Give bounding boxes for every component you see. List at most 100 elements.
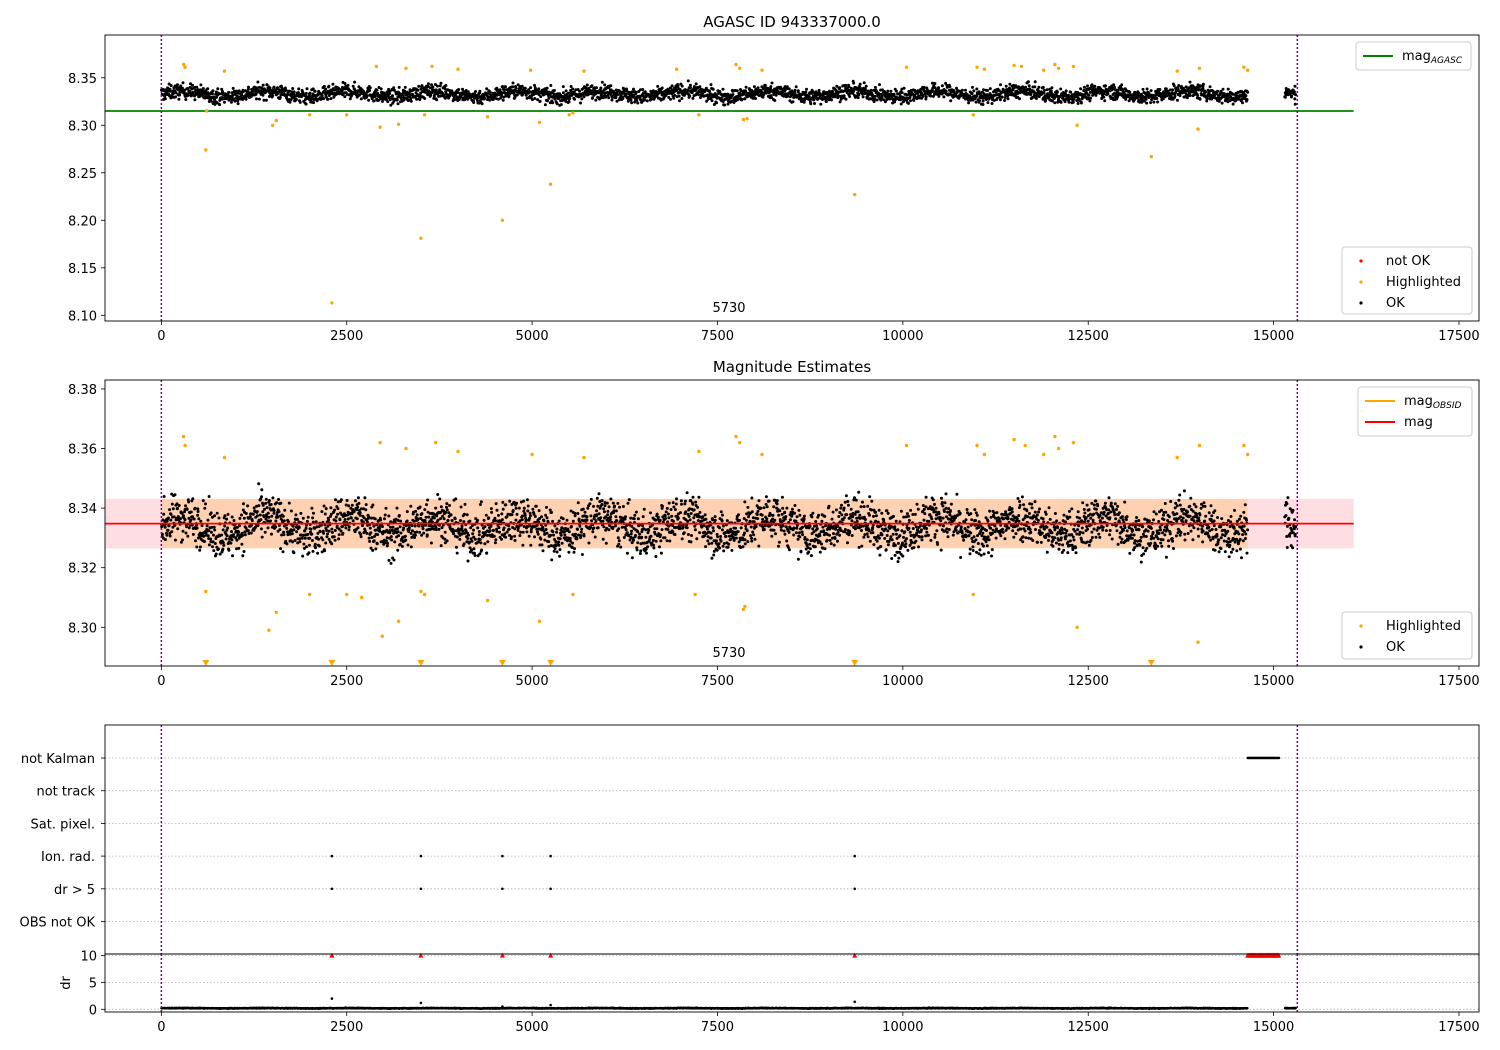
ok-point [1003, 96, 1007, 99]
ok-point [654, 539, 658, 543]
ok-point [479, 541, 483, 545]
ok-point [222, 543, 226, 547]
ok-point [453, 98, 457, 101]
ok-point [335, 524, 339, 528]
ok-point [400, 544, 404, 548]
ok-point [378, 527, 381, 531]
ok-point [672, 519, 675, 523]
ok-point [646, 545, 650, 549]
ok-point [434, 88, 438, 92]
ok-point [501, 500, 505, 504]
ok-point [263, 530, 267, 534]
ok-point [212, 549, 216, 553]
ok-point [410, 529, 414, 533]
ok-point [269, 503, 273, 506]
ok-point [683, 502, 687, 506]
ok-point [188, 89, 192, 93]
ok-point [343, 82, 347, 85]
ok-point [209, 511, 213, 515]
ok-point [341, 531, 345, 535]
ok-point [508, 499, 512, 503]
ok-point [751, 96, 755, 100]
ok-point [609, 84, 613, 88]
ok-point [220, 533, 224, 537]
ok-point [1069, 90, 1073, 94]
ok-point [523, 514, 527, 517]
ok-point [254, 92, 258, 96]
ok-point [680, 537, 684, 541]
ok-point [406, 543, 410, 547]
ok-point [387, 514, 391, 518]
ok-point [364, 503, 368, 507]
ok-point [632, 538, 635, 542]
ok-point [606, 90, 609, 94]
ok-point [379, 87, 383, 91]
ok-point [786, 94, 790, 98]
legend-label: Highlighted [1386, 275, 1461, 290]
ok-point [229, 100, 233, 104]
ok-point [520, 518, 524, 522]
ok-point [645, 551, 648, 555]
ok-point [537, 93, 541, 97]
highlighted-point [1149, 154, 1154, 159]
ok-point [669, 508, 673, 511]
ok-point [162, 512, 166, 516]
ok-point [371, 548, 375, 552]
ok-point [1033, 85, 1037, 89]
ok-point [433, 92, 437, 96]
ok-point [693, 528, 697, 532]
ok-point [478, 538, 482, 542]
highlighted-point [1075, 123, 1079, 128]
ok-point [696, 505, 700, 509]
ok-point [223, 524, 227, 528]
ok-point [595, 496, 599, 500]
y-tick-label: 8.10 [68, 309, 97, 324]
ok-point [1290, 94, 1294, 98]
ok-point [381, 525, 384, 528]
ok-point [634, 533, 637, 537]
ok-point [359, 97, 363, 101]
ok-point [634, 510, 638, 514]
ok-point [912, 98, 916, 102]
ok-point [1152, 100, 1156, 104]
ok-point [924, 95, 928, 99]
ok-point [617, 542, 621, 546]
ok-point [363, 496, 367, 500]
ok-point [315, 99, 319, 103]
ok-point [1171, 88, 1175, 92]
ok-point [804, 90, 808, 94]
ok-point [738, 91, 742, 95]
ok-point [894, 89, 898, 93]
ok-point [577, 517, 581, 521]
ok-point [462, 542, 466, 546]
ok-point [1076, 102, 1080, 105]
ok-point [165, 533, 169, 537]
ok-point [597, 512, 601, 516]
ok-point [445, 508, 449, 512]
ok-point [336, 507, 340, 511]
x-tick-label: 17500 [1438, 329, 1479, 344]
ok-point [673, 508, 677, 512]
ok-point [1071, 100, 1075, 104]
ok-point [414, 509, 418, 513]
ok-point [185, 507, 189, 511]
ok-point [375, 88, 379, 92]
ok-point [430, 83, 433, 87]
ok-point [677, 94, 681, 98]
ok-point [691, 96, 695, 100]
ok-point [658, 518, 662, 522]
ok-point [1087, 93, 1091, 97]
ok-point [276, 515, 280, 519]
ok-point [480, 548, 484, 552]
ok-point [213, 528, 217, 532]
ok-point [169, 518, 173, 522]
ok-point [878, 83, 881, 87]
ok-point [589, 514, 593, 518]
ok-point [247, 85, 250, 89]
ok-point [573, 97, 576, 101]
ok-point [630, 101, 634, 105]
ok-point [276, 86, 279, 90]
ok-point [285, 542, 289, 546]
ok-point [257, 482, 261, 486]
